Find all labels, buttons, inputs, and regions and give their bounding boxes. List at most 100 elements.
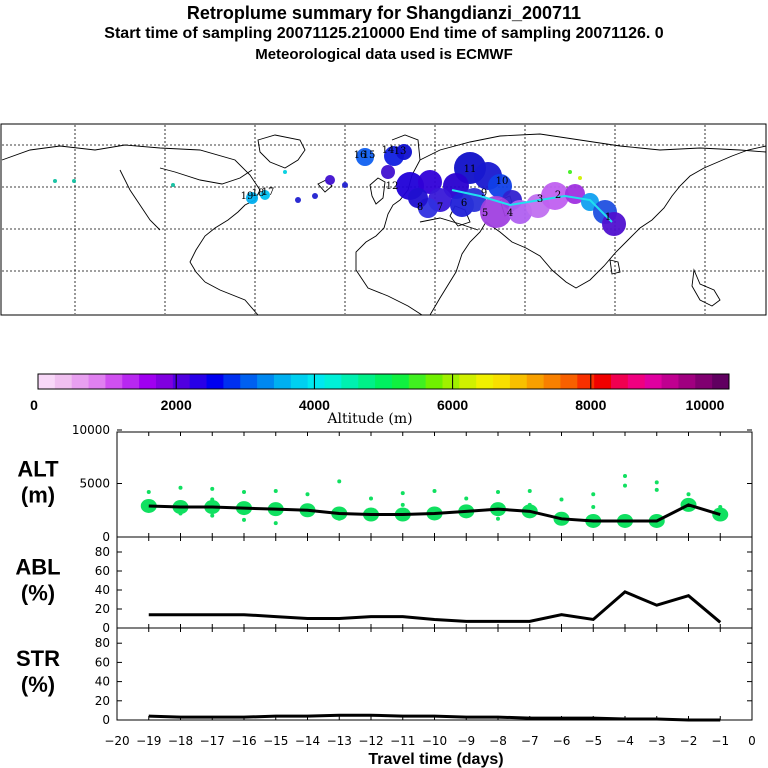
colorbar-swatch (644, 374, 663, 389)
x-tick-label: −9 (457, 734, 475, 748)
alt-spread-point (464, 496, 469, 501)
plume-blob (356, 148, 374, 166)
y-tick-label: 5000 (79, 477, 110, 491)
plume-day-label: 16 (354, 150, 367, 161)
plume-day-label: 15 (363, 150, 376, 161)
plume-blob (568, 170, 572, 174)
plume-day-label: 13 (394, 146, 407, 157)
plume-blob (283, 170, 287, 174)
plume-day-label: 14 (382, 145, 395, 156)
panel-ylabel: ABL (15, 555, 60, 580)
alt-spread-point (400, 502, 405, 507)
colorbar-swatch (678, 374, 696, 389)
x-tick-label: −4 (616, 734, 634, 748)
colorbar-swatch (408, 374, 427, 389)
alt-spread-point (527, 488, 532, 493)
plume-markers (53, 144, 626, 236)
colorbar-swatch (341, 374, 359, 389)
alt-spread-point (178, 485, 183, 490)
alt-spread-point (623, 474, 627, 479)
colorbar-swatch (611, 374, 629, 389)
plume-day-label: 3 (537, 194, 543, 205)
plume-day-label: 1 (605, 212, 611, 223)
colorbar-swatch (509, 374, 528, 389)
colorbar-swatch (172, 374, 191, 389)
y-tick-label: 40 (95, 675, 110, 689)
x-tick-label: −7 (521, 734, 539, 748)
y-tick-label: 80 (95, 545, 110, 559)
x-tick-label: −17 (200, 734, 225, 748)
x-tick-label: −15 (263, 734, 288, 748)
plume-day-label: 19 (241, 191, 254, 202)
colorbar-swatch (594, 374, 612, 389)
met-data-note: Meteorological data used is ECMWF (255, 46, 513, 63)
alt-spread-point (210, 486, 215, 491)
plume-blob (72, 179, 76, 183)
panel-abl: ABL(%) 80 60 40 20 0 (15, 536, 753, 635)
colorbar-swatch (577, 374, 595, 389)
x-tick-label: 0 (748, 734, 756, 748)
colorbar-swatch (206, 374, 224, 389)
colorbar-swatch (712, 374, 730, 389)
colorbar-swatch (122, 374, 140, 389)
colorbar-swatch (425, 374, 443, 389)
colorbar-swatch (223, 374, 241, 389)
x-tick-label: −16 (231, 734, 256, 748)
colorbar-swatch (38, 374, 56, 389)
chart-title: Retroplume summary for Shangdianzi_20071… (186, 3, 582, 23)
x-tick-label: −10 (422, 734, 447, 748)
plume-blob (381, 165, 395, 179)
panel-alt: ALT(m) 10000 5000 0 (17, 423, 753, 544)
plume-blob (342, 182, 348, 188)
colorbar-swatch (105, 374, 123, 389)
y-tick-label: 10000 (72, 423, 110, 437)
colorbar-tick-label: 10000 (686, 397, 725, 413)
alt-spread-point (559, 497, 564, 502)
colorbar-tick-label: 8000 (575, 397, 606, 413)
colorbar-swatch (543, 374, 561, 389)
x-tick-label: −5 (584, 734, 602, 748)
panel-ylabel: ALT (17, 457, 59, 482)
plume-blob (396, 144, 412, 160)
plume-day-label: 11 (464, 164, 477, 175)
alt-spread-point (591, 492, 596, 497)
colorbar-swatch (526, 374, 545, 389)
plume-day-label: 12 (386, 181, 399, 192)
plume-blob (325, 175, 335, 185)
alt-spread-point (432, 488, 437, 493)
colorbar-swatch (459, 374, 477, 389)
plume-day-label: 17 (262, 187, 275, 198)
map-frame (0, 123, 767, 316)
colorbar-swatch (273, 374, 292, 389)
colorbar-tick-label: 4000 (299, 397, 330, 413)
plume-day-label: 6 (461, 198, 467, 209)
x-tick-label: −20 (104, 734, 129, 748)
alt-spread-point (273, 521, 278, 526)
x-tick-label: −13 (327, 734, 352, 748)
altitude-colorbar: 0 2000 4000 6000 8000 10000 (30, 373, 730, 413)
colorbar-swatch (240, 374, 258, 389)
plume-blob (418, 170, 442, 194)
colorbar-tick-label: 6000 (437, 397, 468, 413)
time-series-panels: ALT(m)1000050000ABL(%)806040200STR(%)806… (15, 423, 755, 768)
colorbar-swatch (257, 374, 275, 389)
colorbar-swatch (290, 374, 309, 389)
alt-spread-point (210, 513, 215, 518)
x-tick-label: −12 (358, 734, 383, 748)
colorbar-title: Altitude (m) (326, 411, 412, 427)
alt-spread-point (369, 496, 373, 501)
alt-spread-point (623, 483, 627, 488)
plume-blob (171, 183, 175, 187)
panel-ylabel: (%) (21, 581, 55, 606)
plume-blob (312, 193, 318, 199)
y-tick-label: 60 (95, 655, 110, 669)
plume-blob (541, 182, 569, 210)
alt-spread-point (496, 490, 500, 495)
plume-day-label: 4 (507, 208, 513, 219)
plume-day-label: 8 (417, 202, 423, 213)
colorbar-swatch (139, 374, 157, 389)
alt-spread-point (273, 488, 278, 493)
colorbar-tick-label: 2000 (161, 397, 192, 413)
